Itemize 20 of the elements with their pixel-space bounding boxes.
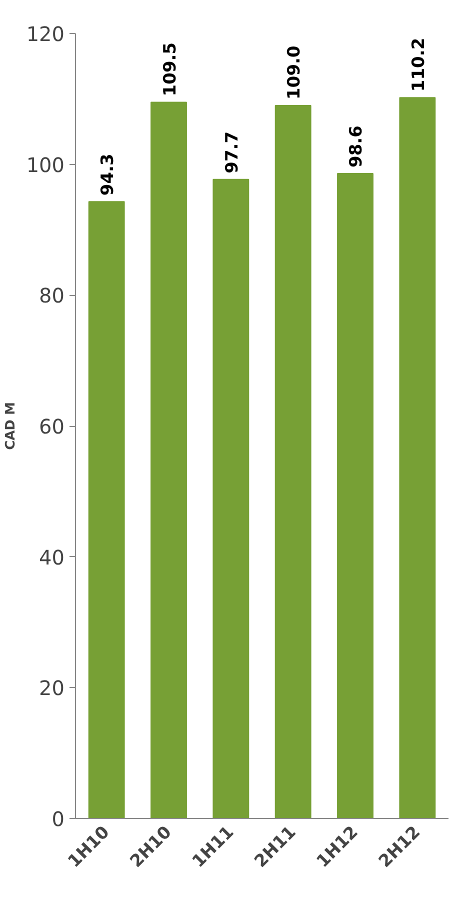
y-tick-label: 120 (26, 22, 65, 46)
data-label: 94.3 (98, 154, 118, 196)
bar (337, 172, 374, 818)
data-label: 109.0 (284, 46, 305, 100)
bar (212, 178, 250, 818)
bar (88, 201, 125, 818)
y-tick-label: 60 (39, 414, 65, 438)
bar (150, 102, 187, 818)
data-label: 110.2 (408, 38, 429, 92)
y-tick-label: 40 (39, 545, 65, 570)
data-label: 98.6 (346, 126, 367, 168)
y-tick-label: 0 (52, 807, 65, 831)
y-axis-title: CAD M (3, 402, 18, 450)
data-label: 97.7 (222, 131, 242, 174)
y-tick-label: 100 (26, 152, 65, 177)
y-tick-label: 20 (39, 676, 65, 700)
bar (399, 97, 436, 818)
bar (274, 104, 312, 818)
data-label: 109.5 (160, 42, 180, 96)
y-tick-label: 80 (39, 284, 65, 308)
